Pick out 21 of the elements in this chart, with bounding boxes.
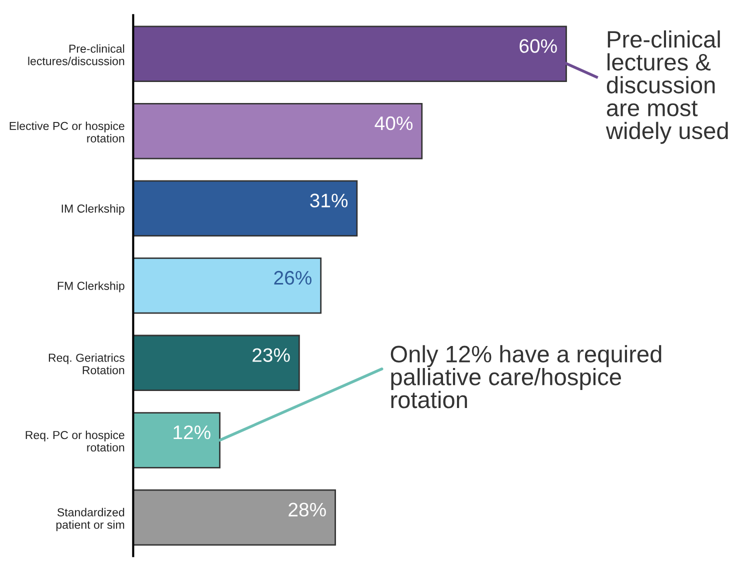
bar [133, 258, 322, 314]
text: Pre-clinical lectures & discussion are most widely used [606, 30, 728, 144]
bar [133, 334, 300, 392]
data-label: 40% [374, 116, 413, 130]
y-tick-label: Req. PC or hospice rotation [26, 430, 124, 452]
data-label: 23% [252, 348, 290, 362]
bar [133, 103, 423, 160]
data-label: 28% [288, 502, 326, 517]
bar [133, 180, 358, 237]
annotation: Only 12% have a required palliative care/hospice rotation [390, 345, 662, 408]
data-label: 31% [310, 194, 348, 208]
data-label: 26% [274, 270, 312, 285]
bar [133, 489, 336, 546]
y-tick-label: Req. Geriatrics Rotation [48, 353, 124, 374]
y-tick-label: Pre-clinical lectures/discussion [28, 44, 124, 66]
y-tick-label: FM Clerkship [58, 281, 124, 292]
y-tick-label: Elective PC or hospice rotation [10, 122, 124, 142]
data-label: 60% [520, 39, 557, 53]
y-tick-label: IM Clerkship [62, 204, 124, 215]
y-tick-label: Standardized patient or sim [56, 508, 124, 532]
data-label: 12% [174, 425, 210, 440]
